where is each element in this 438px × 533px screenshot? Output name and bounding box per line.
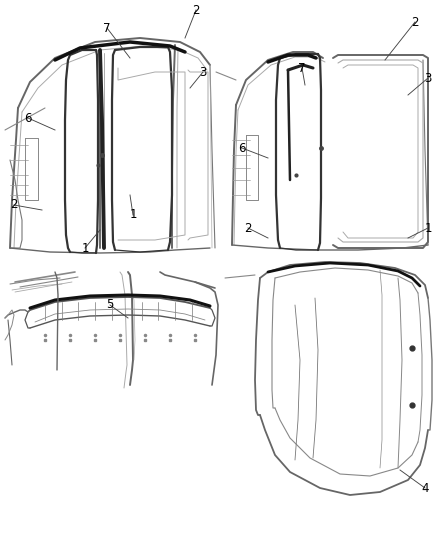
Text: 2: 2 — [10, 198, 18, 212]
Text: 6: 6 — [24, 111, 32, 125]
Text: 6: 6 — [238, 141, 246, 155]
Text: 2: 2 — [244, 222, 252, 235]
Text: 1: 1 — [424, 222, 432, 235]
Text: 2: 2 — [192, 4, 200, 17]
Text: 2: 2 — [411, 15, 419, 28]
Text: 4: 4 — [421, 481, 429, 495]
Text: 1: 1 — [129, 208, 137, 222]
Text: 3: 3 — [424, 71, 432, 85]
Text: 1: 1 — [81, 241, 89, 254]
Text: 3: 3 — [199, 66, 207, 78]
Text: 7: 7 — [298, 61, 306, 75]
Text: 5: 5 — [106, 298, 114, 311]
Text: 7: 7 — [103, 21, 111, 35]
